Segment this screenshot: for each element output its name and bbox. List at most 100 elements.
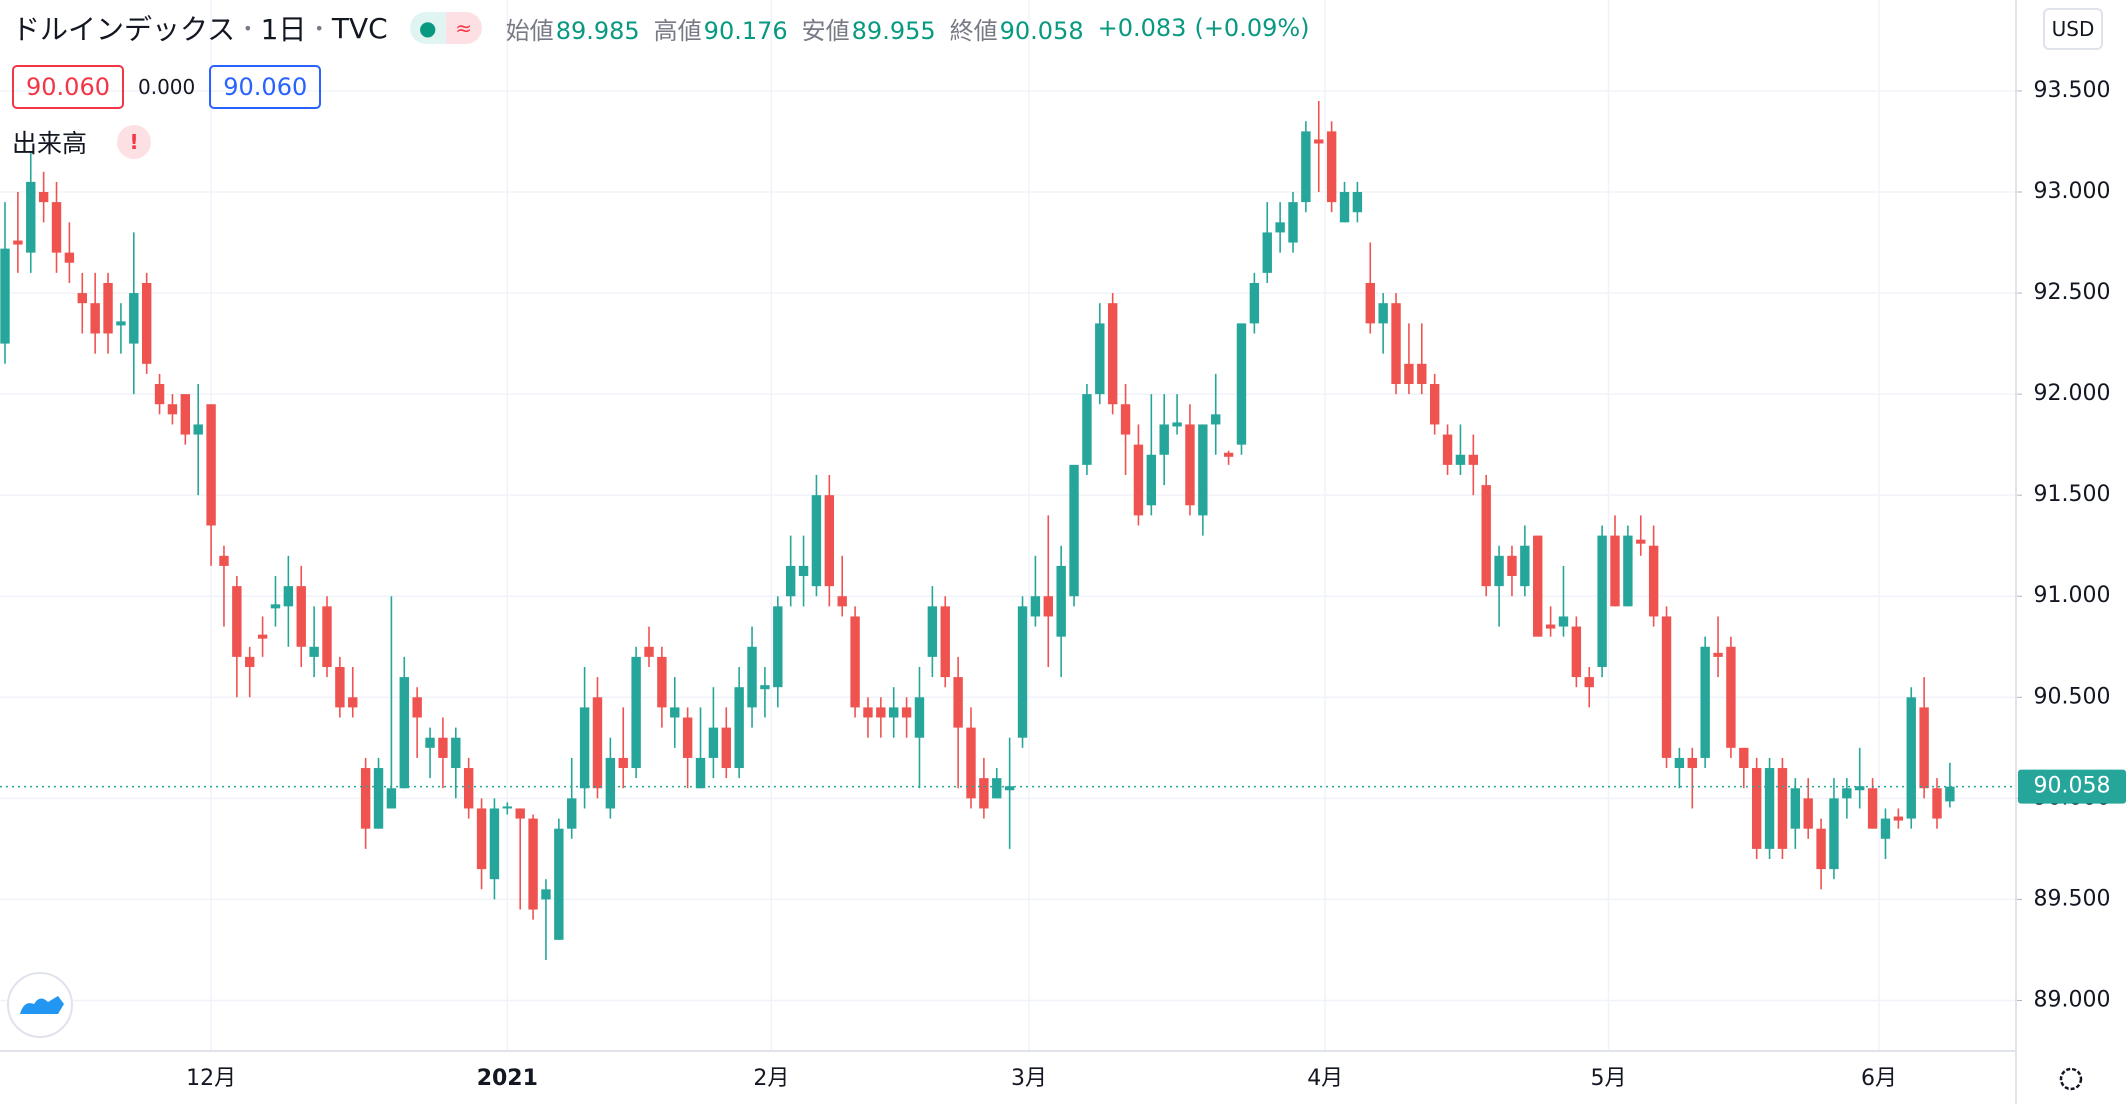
candle-body: [618, 757, 628, 769]
candle-body: [798, 565, 809, 577]
candle-body: [1043, 596, 1053, 617]
ohlc-label: 高値: [653, 16, 702, 45]
candle-body: [914, 697, 925, 738]
candle-body: [1275, 222, 1285, 233]
candle-body: [1314, 139, 1324, 144]
last-price-box: [2018, 769, 2126, 804]
candle-body: [579, 707, 590, 789]
candle-body: [1198, 424, 1208, 516]
candle-body: [1326, 131, 1337, 203]
candle-body: [515, 808, 525, 819]
candle-body: [695, 757, 706, 789]
candle-body: [541, 889, 551, 900]
candle-body: [554, 828, 564, 940]
candle-body: [811, 495, 822, 587]
candle-body: [901, 707, 912, 718]
ohlc-value: 90.176: [703, 16, 788, 45]
x-tick-label: 12月: [186, 1066, 236, 1091]
candle-body: [734, 687, 744, 769]
candle-body: [335, 666, 345, 708]
candle-body: [1481, 485, 1491, 587]
candle-body: [953, 677, 963, 728]
candle-body: [283, 586, 294, 607]
candle-body: [1095, 323, 1105, 395]
candle-body: [567, 798, 577, 829]
candle-body: [1545, 624, 1556, 629]
candle-body: [1004, 786, 1015, 791]
currency[interactable]: USD: [2043, 8, 2103, 50]
candle-body: [1159, 424, 1169, 455]
candle-body: [1120, 404, 1131, 435]
candle-body: [0, 248, 10, 344]
candle-body: [1648, 545, 1659, 617]
candle-body: [940, 606, 950, 678]
candle-body: [1069, 464, 1079, 597]
candle-body: [116, 321, 126, 326]
y-tick-label: 90.500: [2034, 684, 2111, 709]
settings-icon: [2059, 1067, 2083, 1091]
status-pill[interactable]: ● ≈: [409, 12, 482, 44]
candle-body: [154, 384, 165, 405]
ohlc-label: 始値: [505, 16, 554, 45]
candle-body: [1507, 555, 1517, 577]
candle-body: [927, 606, 938, 657]
ask[interactable]: 90.060: [209, 65, 322, 109]
candle-body: [1030, 596, 1041, 617]
candle-body: [1919, 707, 1929, 789]
volume-row: 出来高 !: [12, 124, 152, 160]
y-tick-label: 93.500: [2034, 78, 2111, 103]
candle-body: [889, 707, 899, 718]
candle-body: [270, 604, 281, 609]
candle-body: [386, 788, 397, 809]
separator: •: [314, 18, 324, 38]
warning-icon[interactable]: !: [117, 125, 152, 159]
candle-body: [1133, 444, 1144, 516]
candle-body: [219, 555, 229, 566]
x-tick-label: 5月: [1591, 1066, 1627, 1091]
candle-body: [592, 697, 603, 789]
candle-body: [348, 697, 358, 708]
candle-body: [322, 606, 332, 667]
candle-body: [1249, 282, 1260, 324]
candle-body: [1533, 535, 1543, 637]
x-tick-label: 2月: [753, 1066, 789, 1091]
candle-body: [309, 646, 319, 657]
ohlc-value: 89.985: [555, 16, 640, 45]
candle-body: [1339, 192, 1350, 223]
delay-status: ≈: [445, 12, 482, 44]
candle-body: [476, 808, 487, 870]
candle-body: [1855, 786, 1865, 791]
candle-body: [1739, 747, 1749, 769]
candle-body: [1017, 606, 1028, 738]
candle-body: [360, 768, 371, 829]
candle-body: [64, 252, 75, 263]
candle-body: [167, 404, 178, 415]
candle-body: [1172, 422, 1182, 427]
candle-body: [463, 768, 474, 809]
candle-body: [1726, 646, 1736, 748]
candle-body: [1520, 545, 1530, 587]
candle-body: [644, 646, 654, 657]
change-pct: (+0.09%): [1194, 14, 1310, 42]
ohlc-label: 安値: [801, 16, 850, 45]
candle-body: [412, 697, 422, 718]
candle-body: [1584, 677, 1594, 688]
ohlc-value: 90.058: [999, 16, 1084, 45]
spread: 0.000: [137, 75, 196, 99]
candle-body: [1829, 798, 1839, 870]
candle-body: [1262, 232, 1272, 273]
candle-body: [1751, 768, 1762, 849]
candle-body: [1494, 555, 1504, 587]
candle-body: [1404, 363, 1414, 385]
candle-body: [180, 394, 191, 435]
candle-body: [1571, 626, 1582, 678]
market-status: ●: [409, 12, 446, 44]
candle-body: [1107, 303, 1118, 405]
candle-body: [1468, 454, 1479, 465]
bid[interactable]: 90.060: [12, 65, 124, 109]
candle-body: [850, 616, 860, 708]
candle-body: [1610, 535, 1620, 607]
exchange: TVC: [331, 11, 388, 45]
interval[interactable]: 1日: [260, 13, 307, 46]
candle-body: [631, 656, 641, 769]
